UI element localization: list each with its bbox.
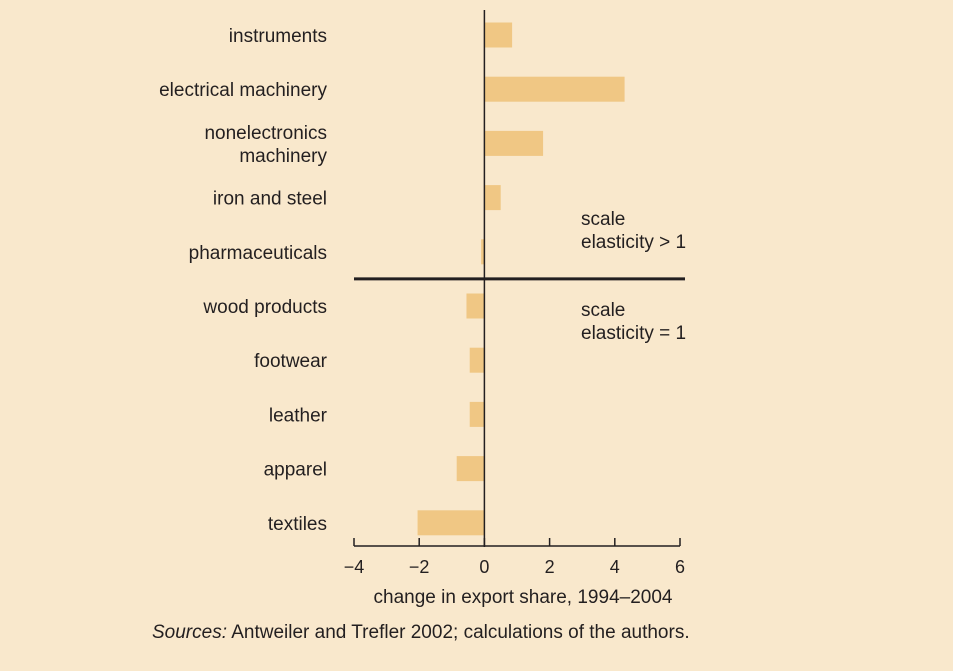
bars-group bbox=[417, 22, 625, 536]
category-label: nonelectronics machinery bbox=[204, 123, 327, 167]
x-tick-label: −2 bbox=[409, 557, 430, 577]
bar bbox=[466, 293, 485, 319]
x-tick-label: 0 bbox=[479, 557, 489, 577]
category-label: leather bbox=[269, 405, 328, 426]
bar bbox=[484, 185, 501, 211]
source-note: Sources: Antweiler and Trefler 2002; cal… bbox=[152, 622, 690, 644]
category-label: iron and steel bbox=[213, 189, 327, 210]
bar bbox=[484, 22, 513, 48]
bar bbox=[484, 76, 625, 102]
elasticity-annotation: scale elasticity > 1 bbox=[581, 209, 686, 253]
category-label: instruments bbox=[229, 26, 327, 47]
x-axis-label: change in export share, 1994–2004 bbox=[374, 587, 673, 608]
category-label: electrical machinery bbox=[159, 80, 327, 101]
category-label: pharmaceuticals bbox=[189, 243, 327, 264]
annotations: scale elasticity > 1 scale elasticity = 1 bbox=[581, 209, 686, 344]
category-label: apparel bbox=[264, 460, 327, 481]
bar bbox=[481, 239, 485, 265]
category-label: wood products bbox=[202, 297, 327, 318]
x-tick-label: 6 bbox=[675, 557, 685, 577]
bar bbox=[456, 456, 485, 482]
chart: instruments electrical machinery nonelectr… bbox=[159, 10, 686, 608]
x-axis: −4 −2 0 2 4 6 bbox=[344, 538, 685, 577]
bar bbox=[469, 401, 485, 427]
category-label: textiles bbox=[268, 514, 327, 535]
bar bbox=[484, 130, 544, 156]
category-label: footwear bbox=[254, 351, 328, 372]
elasticity-annotation: scale elasticity = 1 bbox=[581, 300, 686, 344]
source-prefix: Sources: bbox=[152, 622, 227, 643]
x-tick-label: −4 bbox=[344, 557, 365, 577]
bar bbox=[417, 510, 485, 536]
bar bbox=[469, 347, 485, 373]
source-text: Antweiler and Trefler 2002; calculations… bbox=[231, 622, 690, 643]
x-tick-label: 2 bbox=[545, 557, 555, 577]
x-tick-label: 4 bbox=[610, 557, 620, 577]
category-labels: instruments electrical machinery nonelectr… bbox=[159, 26, 328, 535]
